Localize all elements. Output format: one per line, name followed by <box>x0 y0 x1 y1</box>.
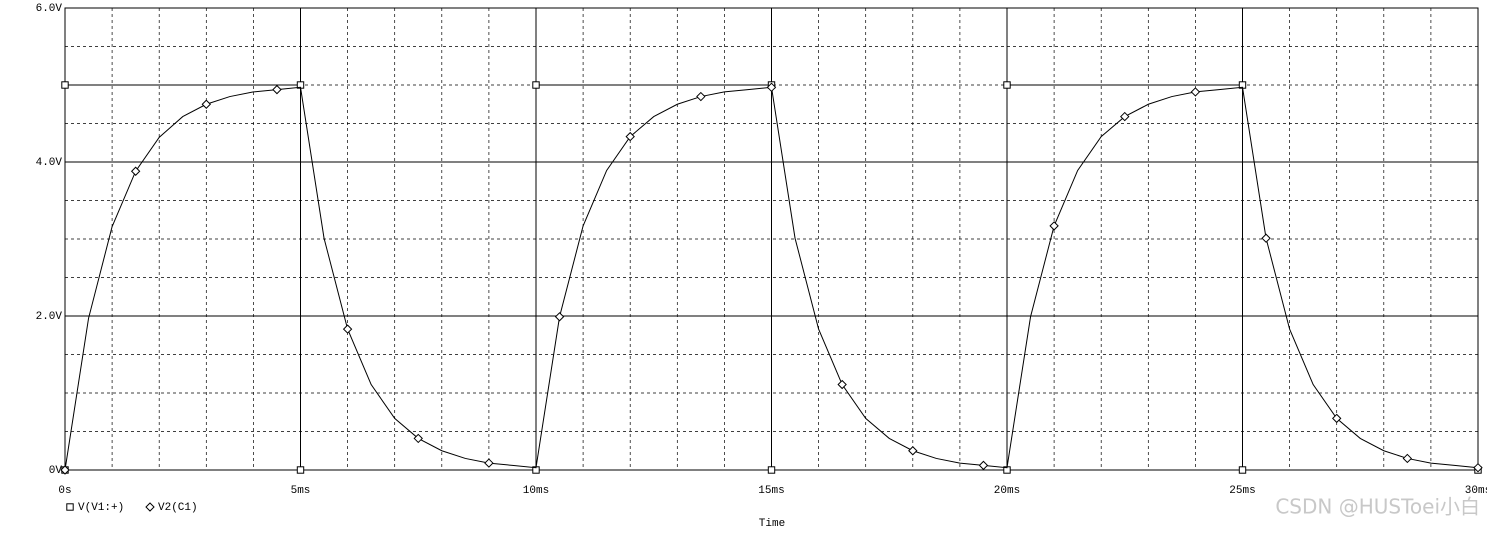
y-tick-label: 2.0V <box>36 311 63 323</box>
legend-symbol <box>145 502 155 512</box>
data-point <box>201 99 212 109</box>
y-tick-label: 4.0V <box>36 157 63 169</box>
x-tick-label: 10ms <box>523 485 549 497</box>
x-axis-label: Time <box>759 518 785 530</box>
data-point <box>532 81 540 89</box>
data-point <box>1402 453 1413 464</box>
data-point <box>413 433 423 444</box>
data-point <box>837 379 847 390</box>
legend-symbol <box>66 503 74 511</box>
y-tick-label: 6.0V <box>36 3 63 15</box>
x-tick-label: 20ms <box>994 485 1020 497</box>
data-point <box>272 84 282 95</box>
data-point <box>1261 233 1271 243</box>
data-point <box>60 465 70 475</box>
x-tick-label: 5ms <box>291 485 311 497</box>
data-point <box>342 324 353 334</box>
data-point <box>1238 466 1247 474</box>
data-point <box>1473 462 1483 473</box>
x-tick-label: 0s <box>58 485 71 497</box>
legend-label: V2(C1) <box>158 502 198 514</box>
data-point <box>766 82 777 93</box>
x-tick-label: 15ms <box>758 485 784 497</box>
data-point <box>908 446 918 456</box>
data-point <box>1049 221 1059 231</box>
data-point <box>484 458 494 468</box>
legend-label: V(V1:+) <box>78 502 124 514</box>
data-point <box>1003 81 1011 89</box>
x-tick-label: 30ms <box>1465 485 1487 497</box>
data-point <box>1331 413 1342 424</box>
data-point <box>1190 87 1201 97</box>
watermark: CSDN @HUSToei小白 <box>1275 495 1480 519</box>
data-point <box>767 466 776 474</box>
y-tick-label: 0V <box>49 465 63 477</box>
data-point <box>978 460 989 471</box>
data-point <box>554 312 565 322</box>
x-tick-label: 25ms <box>1229 485 1255 497</box>
data-point <box>61 81 69 89</box>
data-point <box>296 466 305 474</box>
data-point <box>130 166 141 176</box>
data-point <box>1120 111 1130 122</box>
data-point <box>625 131 635 142</box>
data-point <box>696 91 706 102</box>
